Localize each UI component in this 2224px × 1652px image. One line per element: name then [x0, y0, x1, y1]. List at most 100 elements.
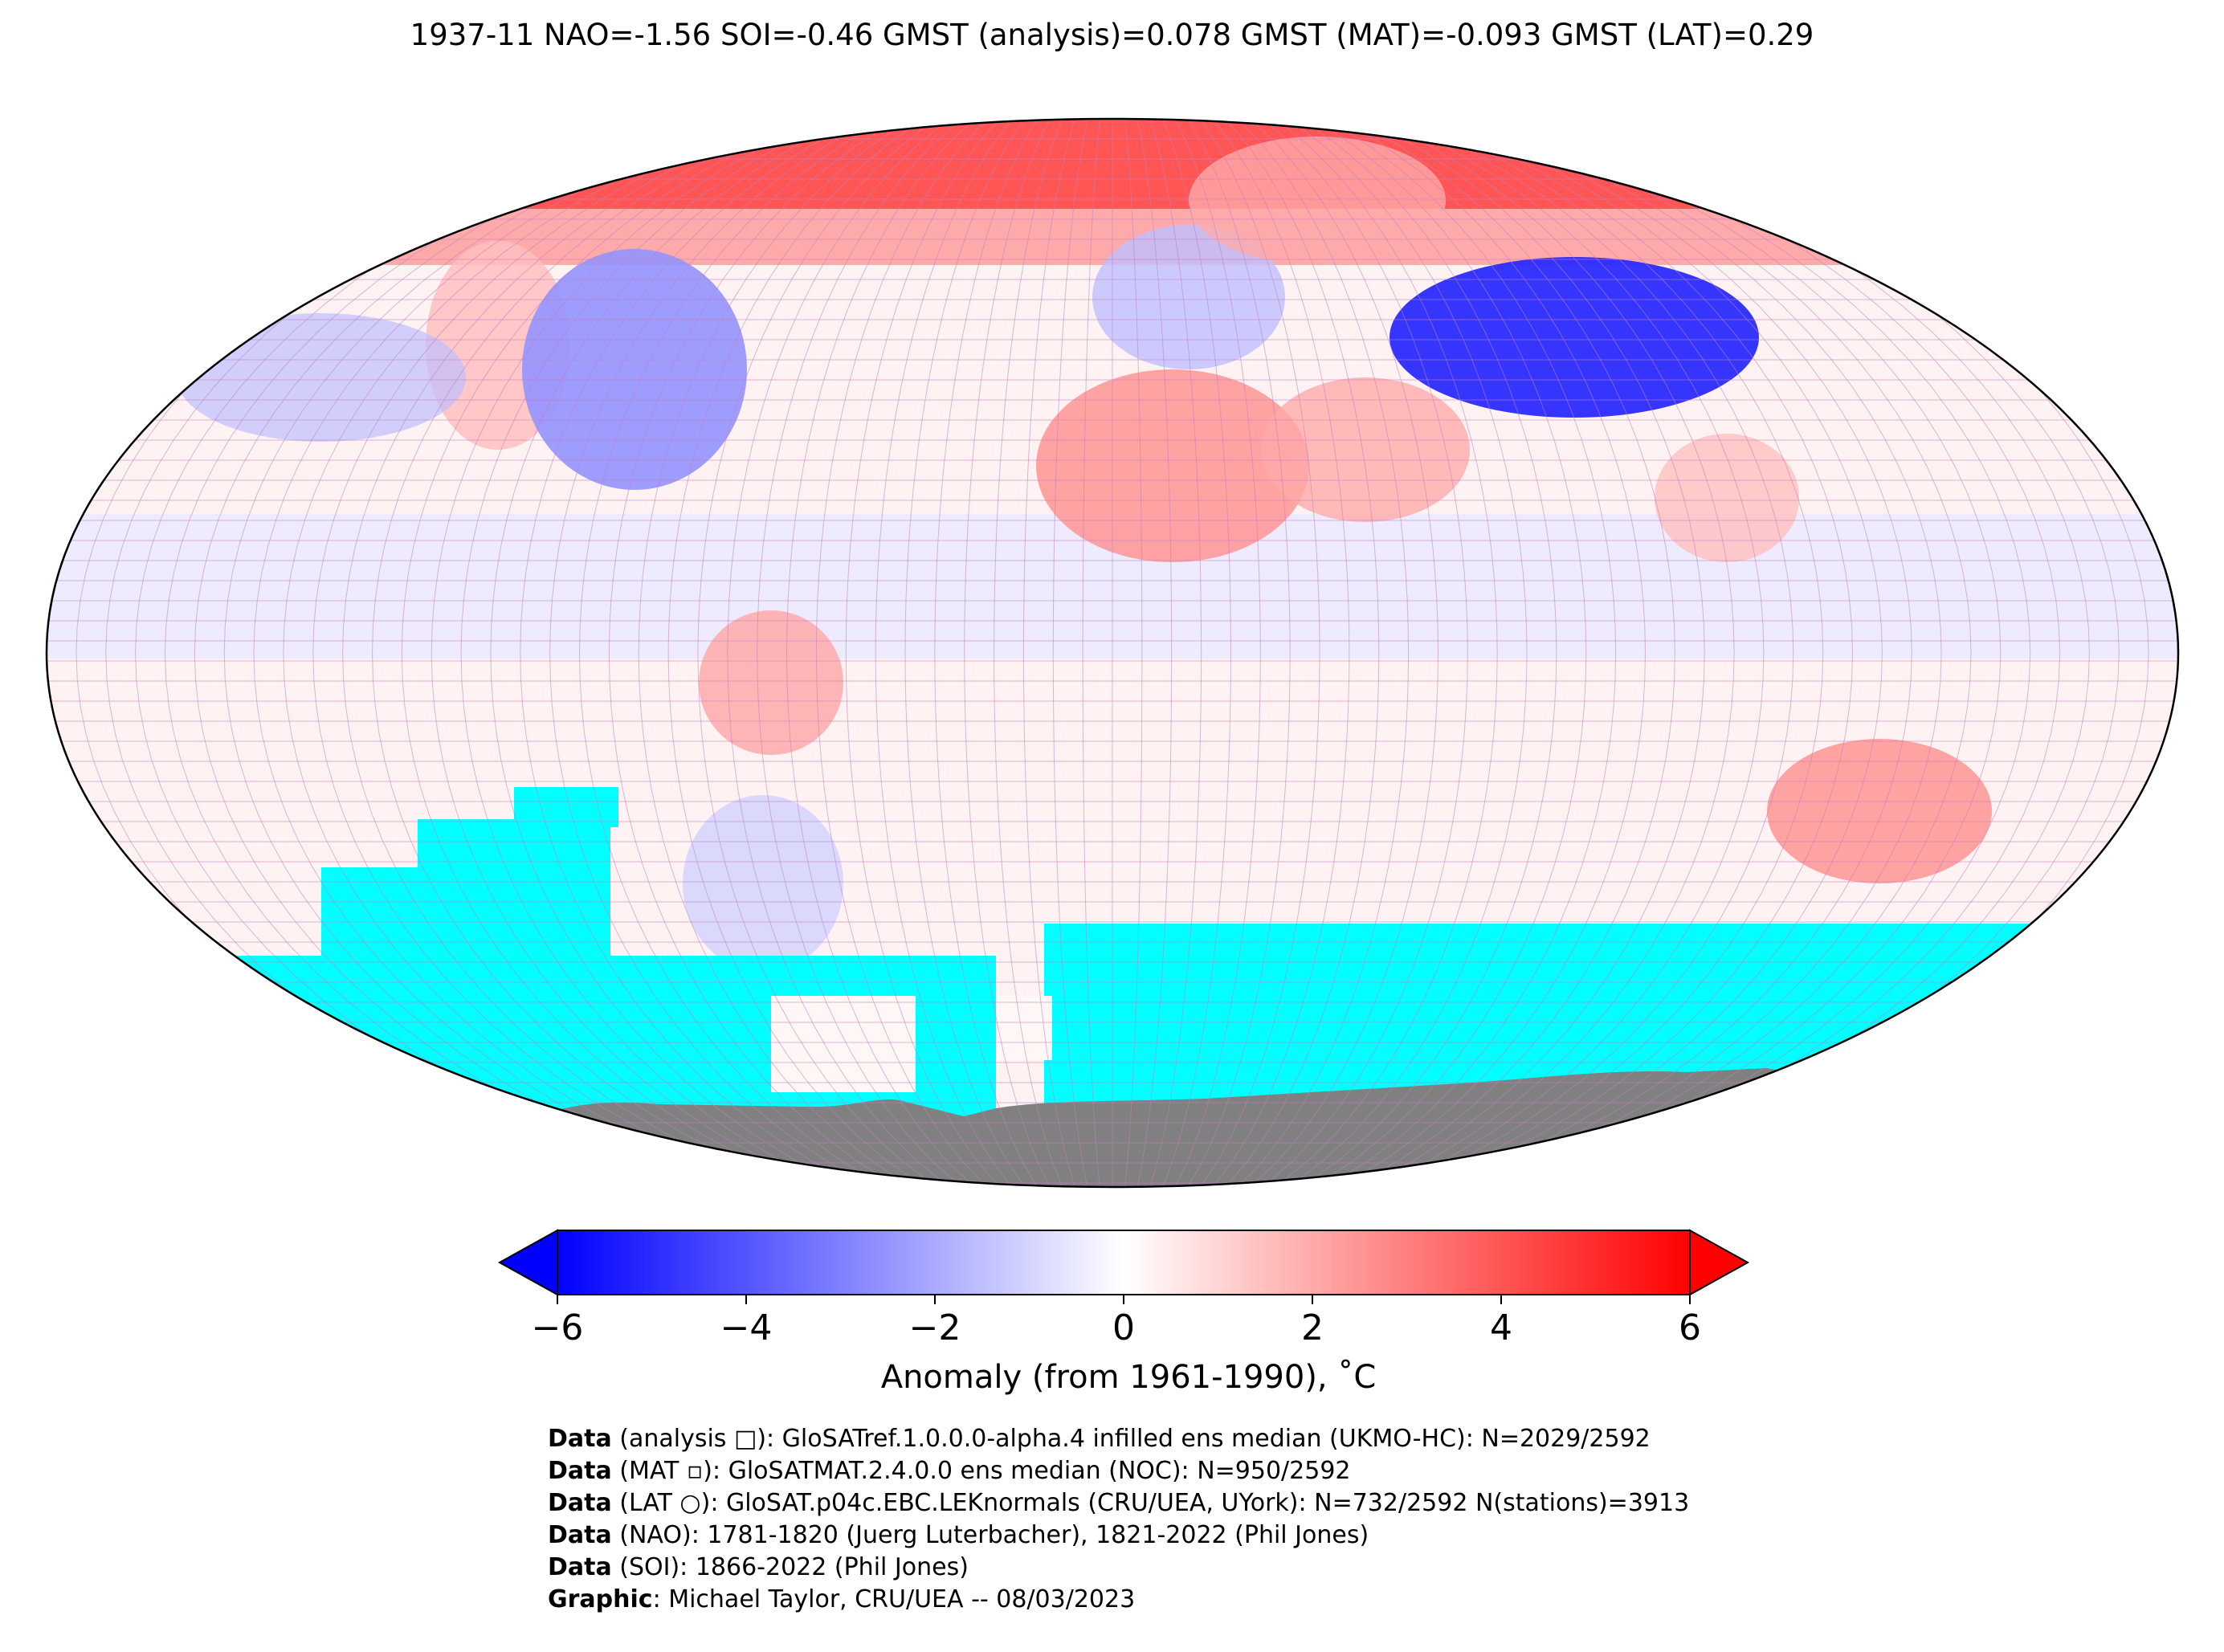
longitude-gridline — [1287, 119, 1528, 1187]
longitude-gridline — [1174, 119, 1261, 1187]
credit-line: Data (LAT ○): GloSAT.p04c.EBC.LEKnormals… — [548, 1487, 1689, 1519]
longitude-gridline — [223, 119, 736, 1187]
longitude-gridline — [1149, 119, 1202, 1187]
longitude-gridline — [1451, 119, 1912, 1187]
chart-title: 1937-11 NAO=-1.56 SOI=-0.46 GMST (analys… — [410, 18, 1814, 52]
longitude-gridline — [667, 119, 924, 1187]
colorbar-extend-high — [1689, 1229, 1750, 1296]
longitude-gridline — [875, 119, 1013, 1187]
longitude-gridline — [1162, 119, 1231, 1187]
longitude-gridline — [638, 119, 912, 1187]
region-brazil — [699, 610, 843, 755]
credit-text: (SOI): 1866-2022 (Phil Jones) — [611, 1553, 969, 1581]
longitude-gridline — [578, 119, 887, 1187]
longitude-gridline — [1238, 119, 1410, 1187]
longitude-gridline — [135, 119, 699, 1187]
longitude-gridline — [283, 119, 761, 1187]
longitude-gridline — [845, 119, 1000, 1187]
longitude-gridline — [904, 119, 1025, 1187]
longitude-gridline — [1250, 119, 1439, 1187]
longitude-gridline — [1501, 119, 2031, 1187]
longitude-gridline — [1200, 119, 1320, 1187]
longitude-gridline — [1388, 119, 1765, 1187]
credit-label: Graphic — [548, 1585, 653, 1613]
colorbar-tick-label: 2 — [1301, 1307, 1324, 1348]
longitude-gridline — [312, 119, 773, 1187]
credit-label: Data — [548, 1457, 612, 1485]
credit-text: : Michael Taylor, CRU/UEA -- 08/03/2023 — [652, 1585, 1136, 1613]
region-east-us — [522, 249, 747, 490]
longitude-gridline — [1363, 119, 1705, 1187]
sea-ice-neutral-gap2 — [996, 996, 1052, 1060]
longitude-gridline — [1312, 119, 1587, 1187]
longitude-gridline — [1489, 119, 2002, 1187]
longitude-gridline — [1275, 119, 1498, 1187]
credit-text: (LAT ○): GloSAT.p04c.EBC.LEKnormals (CRU… — [611, 1489, 1690, 1517]
colorbar-gradient — [557, 1230, 1691, 1295]
longitude-gridline — [934, 119, 1038, 1187]
longitude-gridline — [1414, 119, 1824, 1187]
longitude-gridline — [1476, 119, 1972, 1187]
longitude-gridline — [1438, 119, 1883, 1187]
longitude-gridline — [1052, 119, 1088, 1187]
data-credits: Data (analysis □): GloSATref.1.0.0.0-alp… — [548, 1423, 1689, 1616]
region-scandinavia — [1189, 137, 1446, 265]
credit-text: (analysis □): GloSATref.1.0.0.0-alpha.4 … — [611, 1425, 1651, 1453]
longitude-gridline — [727, 119, 950, 1187]
longitude-gridline — [964, 119, 1051, 1187]
credit-line: Data (MAT ▫): GloSATMAT.2.4.0.0 ens medi… — [548, 1455, 1689, 1487]
longitude-gridline — [1401, 119, 1794, 1187]
longitude-gridline — [1124, 119, 1143, 1187]
credit-line: Data (NAO): 1781-1820 (Juerg Luterbacher… — [548, 1519, 1689, 1552]
region-sahara — [1036, 369, 1309, 562]
credit-text: (MAT ▫): GloSATMAT.2.4.0.0 ens median (N… — [611, 1457, 1351, 1485]
longitude-gridline — [1263, 119, 1468, 1187]
longitude-gridline — [1325, 119, 1617, 1187]
longitude-gridline — [697, 119, 937, 1187]
longitude-gridline — [342, 119, 786, 1187]
longitude-gridline — [1300, 119, 1557, 1187]
longitude-gridline — [1526, 119, 2090, 1187]
credit-label: Data — [548, 1425, 612, 1453]
sea-ice-neutral-gap — [771, 996, 916, 1092]
longitude-gridline — [1212, 119, 1350, 1187]
longitude-gridline — [815, 119, 987, 1187]
colorbar-label: Anomaly (from 1961-1990), ˚C — [880, 1359, 1377, 1396]
longitude-gridline — [520, 119, 862, 1187]
longitude-gridline — [1022, 119, 1075, 1187]
region-north-atlantic — [177, 313, 466, 442]
longitude-gridline — [1463, 119, 1942, 1187]
sea-ice-pacific-w — [321, 867, 610, 964]
region-arabia — [1261, 377, 1470, 522]
colorbar-extend-low — [497, 1229, 558, 1296]
longitude-gridline — [490, 119, 849, 1187]
longitude-gridline — [401, 119, 811, 1187]
colorbar-tick-label: 6 — [1679, 1307, 1701, 1348]
credit-label: Data — [548, 1489, 612, 1517]
region-se-asia — [1655, 434, 1799, 562]
longitude-gridline — [1082, 119, 1100, 1187]
colorbar-tick-label: −2 — [908, 1307, 961, 1348]
colorbar-tick-label: 0 — [1112, 1307, 1135, 1348]
longitude-gridline — [1514, 119, 2061, 1187]
credit-line: Data (SOI): 1866-2022 (Phil Jones) — [548, 1552, 1689, 1584]
longitude-gridline — [164, 119, 711, 1187]
longitude-gridline — [549, 119, 875, 1187]
colorbar — [497, 1229, 1750, 1304]
credit-line: Data (analysis □): GloSATref.1.0.0.0-alp… — [548, 1423, 1689, 1455]
longitude-gridline — [431, 119, 824, 1187]
longitude-gridline — [460, 119, 837, 1187]
region-central-asia — [1389, 257, 1759, 418]
longitude-gridline — [194, 119, 724, 1187]
longitude-gridline — [253, 119, 749, 1187]
colorbar-tick-label: 4 — [1490, 1307, 1512, 1348]
longitude-gridline — [1136, 119, 1173, 1187]
longitude-gridline — [994, 119, 1063, 1187]
colorbar-tick-label: −6 — [531, 1307, 584, 1348]
longitude-gridline — [1350, 119, 1675, 1187]
longitude-gridline — [1376, 119, 1735, 1187]
longitude-gridline — [786, 119, 975, 1187]
credit-label: Data — [548, 1553, 612, 1581]
longitude-gridline — [1426, 119, 1854, 1187]
